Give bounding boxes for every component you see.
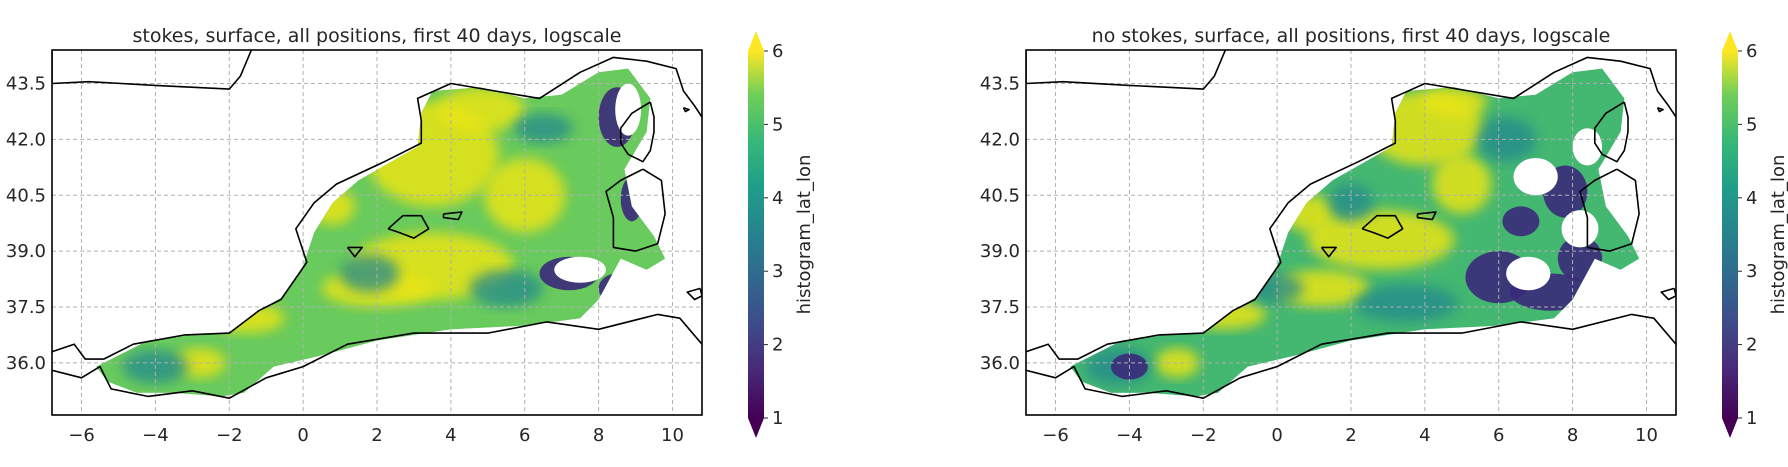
empty-area	[1513, 158, 1558, 196]
mid-density-swirl	[1328, 184, 1374, 222]
x-tick-label: 8	[593, 425, 604, 446]
y-tick-label: 42.0	[6, 129, 46, 150]
colorbar-tick-label: 4	[1746, 188, 1757, 209]
high-density-blob	[1306, 210, 1455, 270]
y-tick-label: 40.5	[6, 185, 46, 206]
panel-title: no stokes, surface, all positions, first…	[1092, 25, 1611, 47]
x-tick-label: −6	[68, 425, 95, 446]
coastline	[52, 56, 702, 360]
colorbar-tick-label: 4	[772, 188, 783, 209]
colorbar-extend-max	[1722, 31, 1738, 51]
mid-density-swirl	[513, 113, 573, 144]
coastline	[1026, 50, 1227, 90]
x-tick-label: −2	[1190, 425, 1217, 446]
mid-density-swirl	[1354, 284, 1459, 322]
colorbar-tick-label: 5	[1746, 114, 1757, 135]
colorbar-gradient	[748, 51, 764, 418]
colorbar-label: histogram_lat_lon	[1768, 155, 1788, 315]
colorbar-tick-label: 5	[772, 114, 783, 135]
y-tick-label: 43.5	[980, 74, 1020, 95]
y-tick-label: 37.5	[980, 297, 1020, 318]
x-tick-label: 6	[1493, 425, 1504, 446]
mid-density-swirl	[1476, 117, 1536, 162]
colorbar: 1 2 3 4 5 6 histogram_lat_lon	[748, 31, 815, 438]
colorbar-tick-label: 2	[772, 335, 783, 356]
coastline	[387, 214, 430, 239]
colorbar-tick-label: 3	[772, 261, 783, 282]
map-panel-2: no stokes, surface, all positions, first…	[980, 25, 1788, 446]
x-tick-label: 2	[371, 425, 382, 446]
x-tick-label: −4	[1116, 425, 1143, 446]
x-tick-label: 4	[445, 425, 456, 446]
colorbar-tick-label: 1	[772, 408, 783, 429]
coastline	[619, 101, 655, 163]
low-density-patch	[1502, 206, 1540, 237]
x-tick-label: 10	[661, 425, 684, 446]
y-tick-label: 36.0	[980, 353, 1020, 374]
mid-density-swirl	[469, 269, 544, 307]
axes-frame	[51, 49, 703, 416]
colorbar: 1 2 3 4 5 6 histogram_lat_lon	[1722, 31, 1788, 438]
empty-area	[554, 256, 606, 283]
high-density-blob	[1273, 269, 1370, 307]
coastline	[442, 211, 463, 221]
colorbar-tick-label: 1	[1746, 408, 1757, 429]
empty-area	[1561, 210, 1599, 248]
y-tick-label: 37.5	[6, 297, 46, 318]
high-density-blob	[1155, 347, 1200, 378]
colorbar-tick-label: 2	[1746, 335, 1757, 356]
x-tick-label: 6	[519, 425, 530, 446]
y-tick-label: 39.0	[980, 241, 1020, 262]
high-density-blob	[1432, 154, 1492, 214]
x-tick-label: −6	[1042, 425, 1069, 446]
colorbar-extend-min	[1722, 418, 1738, 438]
y-tick-label: 40.5	[980, 185, 1020, 206]
empty-area	[1506, 256, 1551, 291]
x-tick-label: 2	[1345, 425, 1356, 446]
coastline	[346, 246, 363, 258]
x-tick-label: 10	[1635, 425, 1658, 446]
x-tick-label: 8	[1567, 425, 1578, 446]
y-tick-label: 39.0	[6, 241, 46, 262]
axes-frame	[1025, 49, 1677, 416]
x-tick-label: −4	[142, 425, 169, 446]
coastline	[605, 168, 666, 252]
coastline	[1594, 101, 1629, 163]
x-tick-label: 4	[1419, 425, 1430, 446]
high-density-blob	[1421, 87, 1488, 118]
panel-title: stokes, surface, all positions, first 40…	[133, 25, 622, 47]
y-tick-label: 42.0	[980, 129, 1020, 150]
colorbar-label: histogram_lat_lon	[794, 155, 815, 315]
empty-area	[615, 83, 642, 136]
colorbar-extend-max	[748, 31, 764, 51]
x-tick-label: 0	[1271, 425, 1282, 446]
colorbar-tick-label: 6	[772, 41, 783, 62]
plot-area	[52, 50, 702, 415]
coastline	[1026, 56, 1676, 360]
coastline	[1361, 214, 1404, 239]
colorbar-tick-label: 6	[1746, 41, 1757, 62]
coastline	[52, 50, 253, 90]
colorbar-gradient	[1722, 51, 1738, 418]
coastline	[1579, 168, 1640, 252]
high-density-blob	[436, 87, 525, 132]
map-panel-1: stokes, surface, all positions, first 40…	[6, 25, 815, 446]
coastline	[52, 313, 702, 399]
colorbar-tick-label: 3	[1746, 261, 1757, 282]
coastline	[1026, 313, 1676, 399]
colorbar-extend-min	[748, 418, 764, 438]
y-tick-label: 43.5	[6, 74, 46, 95]
plot-area	[1026, 50, 1676, 415]
coastline	[1320, 246, 1337, 258]
coastline	[682, 106, 690, 113]
coastline	[1416, 211, 1437, 221]
coastline	[1656, 106, 1664, 113]
y-tick-label: 36.0	[6, 353, 46, 374]
x-tick-label: 0	[297, 425, 308, 446]
x-tick-label: −2	[216, 425, 243, 446]
mid-density-swirl	[340, 254, 400, 293]
